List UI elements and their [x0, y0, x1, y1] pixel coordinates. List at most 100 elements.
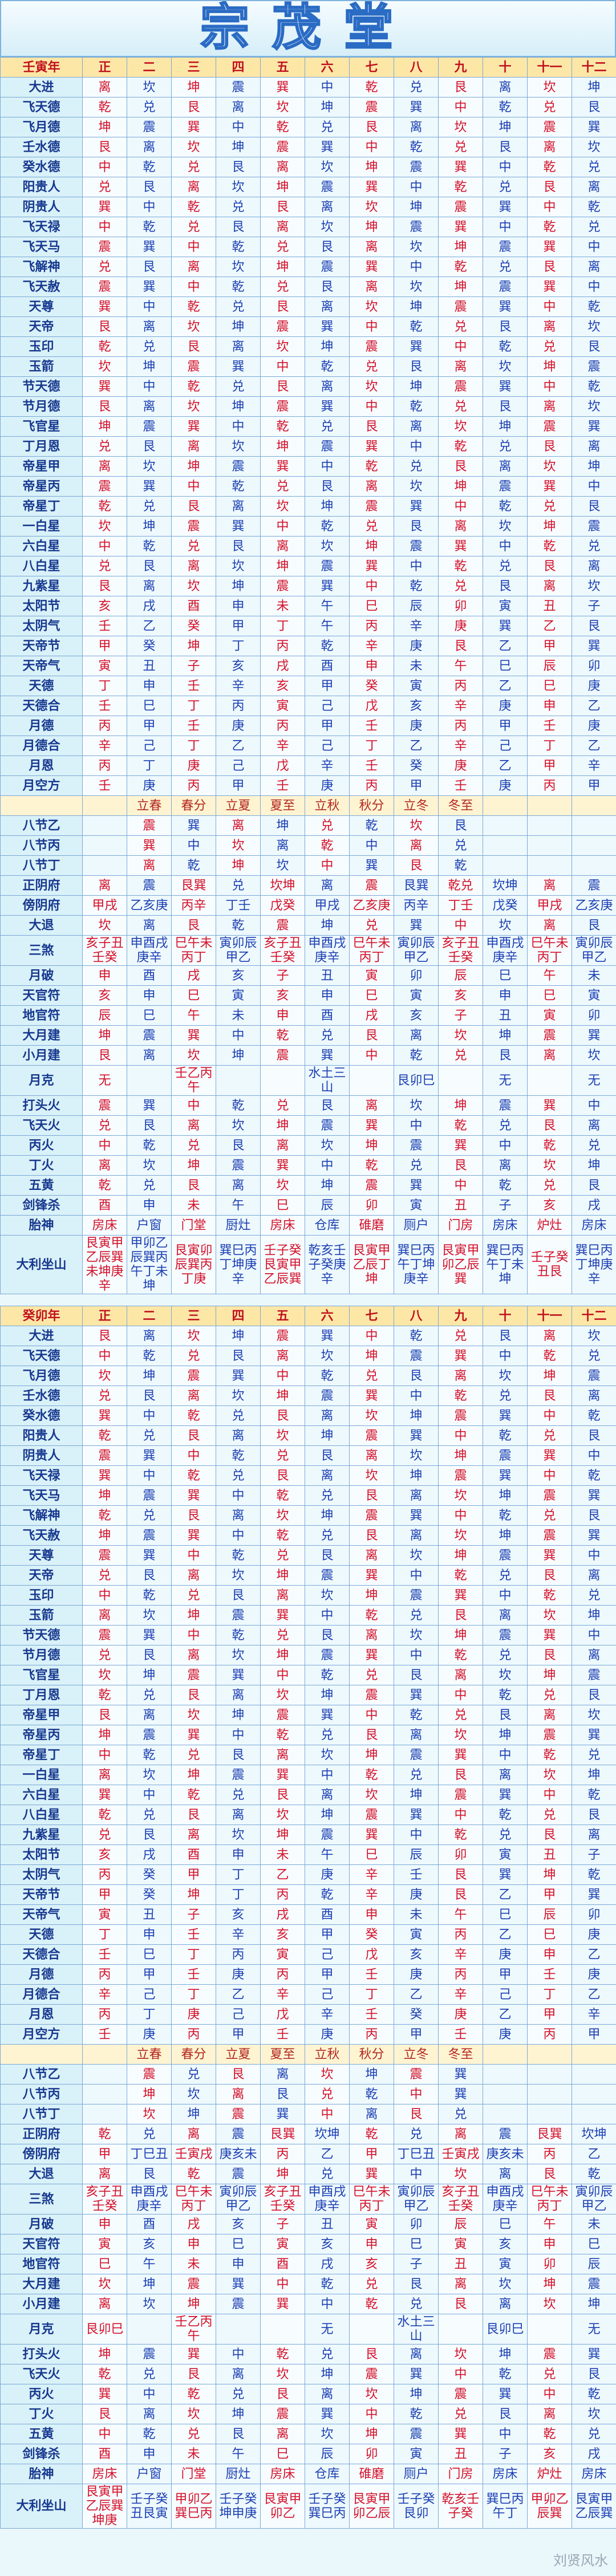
cell: 离 [438, 2124, 483, 2144]
term-data-row: 八节丙巽中坎离乾中离兑 [0, 835, 616, 856]
cell: 坤 [127, 2274, 172, 2294]
cell: 震 [260, 1705, 305, 1725]
cell: 坤 [527, 356, 572, 377]
cell: 甲 [127, 716, 172, 736]
cell: 辛 [305, 2004, 350, 2025]
cell: 坤 [171, 1605, 216, 1626]
cell: 甲 [394, 775, 439, 796]
cell: 壬 [438, 775, 483, 796]
cell: 乾 [305, 835, 350, 856]
cell: 乾 [82, 1805, 127, 1825]
cell: 艮 [127, 1825, 172, 1845]
cell: 乙 [572, 2144, 616, 2164]
cell: 艮 [572, 1505, 616, 1526]
cell: 巽 [305, 576, 350, 596]
cell: 震 [216, 1765, 261, 1785]
cell: 甲 [527, 1884, 572, 1905]
empty-cell [483, 2104, 528, 2124]
cell: 离 [260, 2424, 305, 2444]
data-row: 一白星坎坤震巽中乾兑艮离坎坤震 [0, 516, 616, 537]
cell: 乾 [483, 336, 528, 357]
cell: 甲 [527, 636, 572, 656]
empty-cell [216, 2314, 261, 2345]
month-label: 正 [82, 57, 127, 78]
cell: 壬 [438, 2024, 483, 2045]
empty-cell [527, 2314, 572, 2345]
cell: 庚 [483, 1944, 528, 1965]
cell: 坤 [394, 2384, 439, 2404]
cell: 离 [483, 456, 528, 477]
data-row: 飞天马震巽中乾兑艮离坎坤震巽中 [0, 237, 616, 257]
cell: 离 [305, 875, 350, 896]
cell: 卯 [438, 1844, 483, 1865]
cell: 丁巳丑 [127, 2144, 172, 2164]
cell: 卯 [349, 1195, 394, 1216]
cell: 坤 [260, 815, 305, 836]
cell: 艮 [349, 117, 394, 137]
cell: 震 [171, 1665, 216, 1685]
cell: 中 [349, 835, 394, 856]
cell: 寅 [483, 596, 528, 616]
cell: 兑 [216, 296, 261, 317]
data-row: 癸水德中乾兑艮离坎坤震巽中乾兑 [0, 157, 616, 177]
row-label: 飞天德 [0, 1346, 83, 1366]
cell: 卯 [438, 596, 483, 616]
cell: 未 [260, 1844, 305, 1865]
cell: 中 [260, 2274, 305, 2294]
cell: 坎 [572, 1326, 616, 1346]
cell: 震 [483, 277, 528, 297]
cell: 坤 [483, 1485, 528, 1506]
cell: 兑 [171, 1135, 216, 1156]
cell: 乾 [349, 456, 394, 477]
cell: 艮 [171, 1805, 216, 1825]
cell: 巽 [572, 416, 616, 437]
cell: 乙 [483, 636, 528, 656]
month-label: 四 [216, 57, 261, 78]
cell: 子 [394, 2254, 439, 2274]
cell: 申 [349, 1904, 394, 1925]
cell: 丙 [438, 1964, 483, 1985]
cell: 壬 [171, 676, 216, 696]
cell: 乾 [171, 376, 216, 397]
cell: 离 [527, 915, 572, 936]
cell: 中 [349, 1705, 394, 1725]
cell: 乾 [483, 1425, 528, 1446]
cell: 兑 [527, 1805, 572, 1825]
cell: 乾 [171, 1465, 216, 1486]
cell: 艮 [438, 2294, 483, 2314]
cell: 巽 [438, 1346, 483, 1366]
cell: 离 [171, 1825, 216, 1845]
cell: 午 [127, 2254, 172, 2274]
data-row: 丁火艮离坎坤震巽中乾兑艮离坎 [0, 2404, 616, 2424]
row-label: 剑锋杀 [0, 1195, 83, 1216]
cell: 乾 [438, 177, 483, 197]
cell: 坤 [483, 1025, 528, 1046]
cell: 坎 [483, 915, 528, 936]
cell: 乾 [260, 1485, 305, 1506]
cell: 乾兑 [438, 875, 483, 896]
cell: 丙 [349, 616, 394, 636]
cell: 中 [305, 1605, 350, 1626]
cell: 震 [305, 1645, 350, 1665]
cell: 兑 [349, 2274, 394, 2294]
row-label: 丁月恩 [0, 436, 83, 457]
data-row: 丁月恩兑艮离坎坤震巽中乾兑艮离 [0, 436, 616, 457]
cell: 中 [305, 2294, 350, 2314]
cell: 坎坤 [483, 875, 528, 896]
cell: 震 [82, 1095, 127, 1116]
cell: 亥子丑壬癸 [260, 935, 305, 966]
cell: 兑 [349, 1665, 394, 1685]
cell: 未 [171, 1195, 216, 1216]
cell: 亥 [305, 2234, 350, 2254]
row-label: 天帝 [0, 1565, 83, 1586]
data-row: 飞天德中乾兑艮离坎坤震巽中乾兑 [0, 1346, 616, 1366]
cell: 酉 [305, 1005, 350, 1026]
data-row: 傍阴府 甲戌 乙亥庚 丙辛 丁壬 戊癸 甲戌 乙亥庚 丙辛 丁壬 戊癸 甲戌 乙亥庚 [0, 895, 616, 916]
cell: 丙 [260, 716, 305, 736]
cell: 辰 [82, 1005, 127, 1026]
cell: 离 [216, 2084, 261, 2104]
cell: 巽 [483, 1785, 528, 1805]
month-label: 十 [483, 1306, 528, 1326]
cell: 艮 [349, 2344, 394, 2364]
cell: 离 [349, 476, 394, 497]
